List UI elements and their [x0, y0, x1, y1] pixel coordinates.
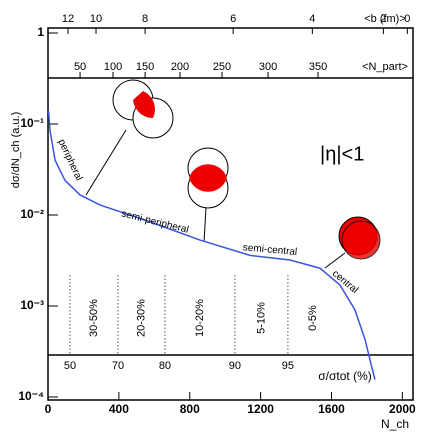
collision-sketches: [85, 79, 381, 269]
centrality-class: 5-10%: [255, 302, 267, 334]
annotation: |η|<1: [320, 143, 364, 165]
npart-tick-label: 50: [74, 61, 86, 73]
centrality-tick-label: 70: [112, 360, 124, 372]
region-label: peripheral: [55, 138, 84, 183]
curve: [47, 110, 376, 380]
b-tick-label: 12: [62, 13, 74, 25]
npart-tick-label: 250: [213, 61, 231, 73]
npart-tick-label: 100: [104, 61, 122, 73]
npart-tick-label: 300: [259, 61, 277, 73]
npart-tick-label: 200: [171, 61, 189, 73]
npart-tick-label: 150: [136, 61, 154, 73]
x-tick-label: 1200: [247, 402, 274, 416]
y-tick-label: 10⁻²: [20, 207, 44, 221]
centrality-class: 30-50%: [88, 299, 100, 337]
npart-tick-label: 350: [309, 61, 327, 73]
x-tick-label: 800: [180, 402, 200, 416]
x-tick-label: 0: [45, 402, 52, 416]
x-tick-label: 1600: [318, 402, 345, 416]
npart-axis-label: <N_part>: [362, 61, 408, 73]
centrality-class: 20-30%: [135, 299, 147, 337]
b-tick-label: 8: [142, 13, 148, 25]
centrality-axis-label: σ/σtot (%): [318, 369, 371, 383]
y-tick-label: 10⁻¹: [20, 116, 44, 130]
b-axis-label: <b (fm)>: [364, 13, 406, 25]
x-axis-label: N_ch: [381, 417, 409, 431]
centrality-tick-label: 50: [64, 360, 76, 372]
y-tick-label: 1: [37, 25, 44, 39]
b-tick-label: 0: [404, 13, 410, 25]
b-tick-label: 4: [309, 13, 315, 25]
frame: [47, 27, 414, 401]
centrality-class: 10-20%: [194, 299, 206, 337]
y-tick-label: 10⁻³: [20, 298, 44, 312]
y-axis-label: dσ/dN_ch (a.u.): [10, 112, 22, 189]
y-tick-label: 10⁻⁴: [18, 389, 44, 403]
x-tick-label: 2000: [389, 402, 416, 416]
x-tick-label: 400: [109, 402, 129, 416]
centrality-tick-label: 90: [229, 360, 241, 372]
b-tick-label: 10: [90, 13, 102, 25]
region-label: semi-peripheral: [120, 208, 190, 235]
centrality-tick-label: 95: [282, 360, 294, 372]
region-label: semi-central: [242, 242, 297, 258]
centrality-class: 0-5%: [307, 305, 319, 331]
centrality-tick-label: 80: [159, 360, 171, 372]
b-tick-label: 2: [380, 13, 386, 25]
b-tick-label: 6: [230, 13, 236, 25]
